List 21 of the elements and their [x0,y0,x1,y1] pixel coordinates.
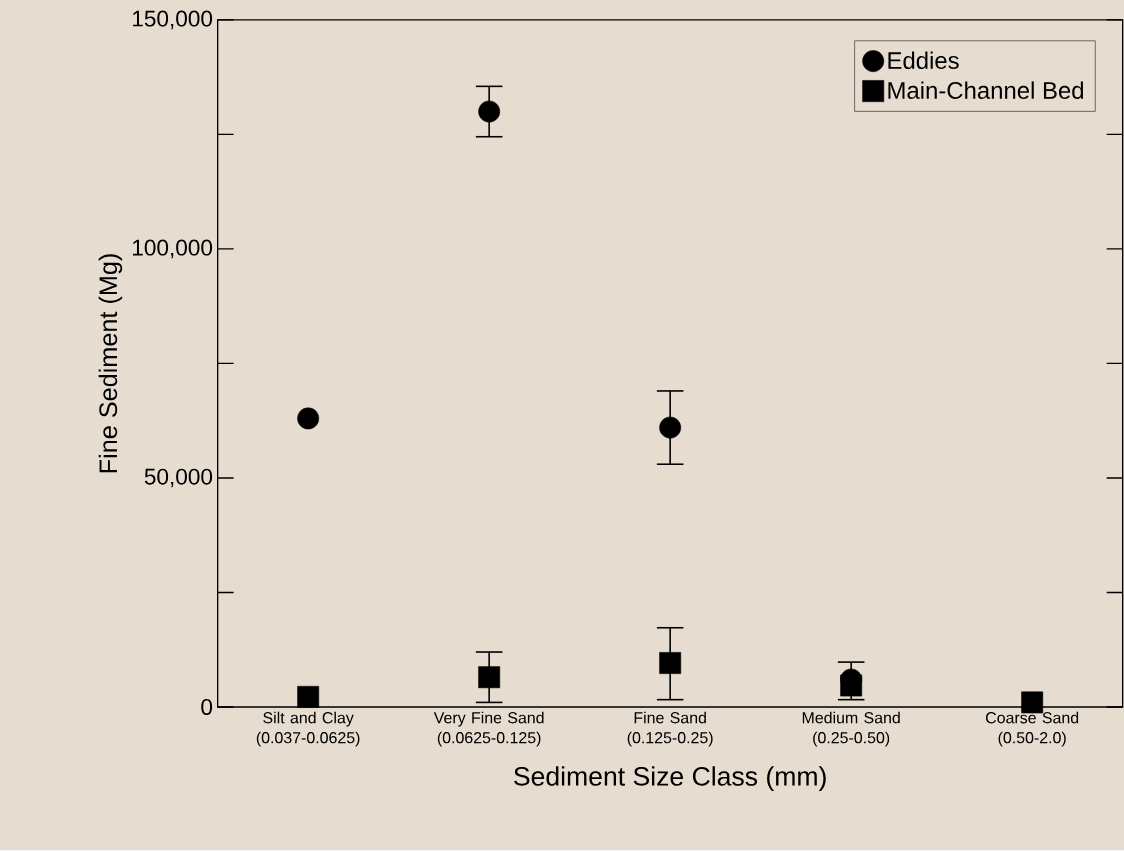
point [840,674,863,697]
y-tick-label: 100,000 [133,239,213,259]
point [1021,691,1044,714]
x-tick-label: Fine Sand (0.125-0.25) [627,711,713,747]
legend-label: Eddies [888,51,959,70]
x-tick-label: Silt and Clay (0.037-0.0625) [256,711,360,747]
point [478,666,501,689]
x-tick-label: Coarse Sand (0.50-2.0) [986,711,1079,747]
point [659,416,682,439]
legend-label: Main-Channel Bed [888,81,1084,100]
y-axis-title: Fine Sediment (Mg) [98,254,123,473]
point [478,100,501,123]
point [659,652,682,675]
y-tick-label: 0 [201,699,213,716]
point [297,686,320,709]
point [297,407,320,430]
y-tick-label: 50,000 [144,468,213,488]
x-axis-title: Sediment Size Class (mm) [514,766,826,792]
y-tick-label: 150,000 [133,10,213,30]
x-tick-label: Medium Sand (0.25-0.50) [802,711,900,747]
x-tick-label: Very Fine Sand (0.0625-0.125) [433,711,544,747]
